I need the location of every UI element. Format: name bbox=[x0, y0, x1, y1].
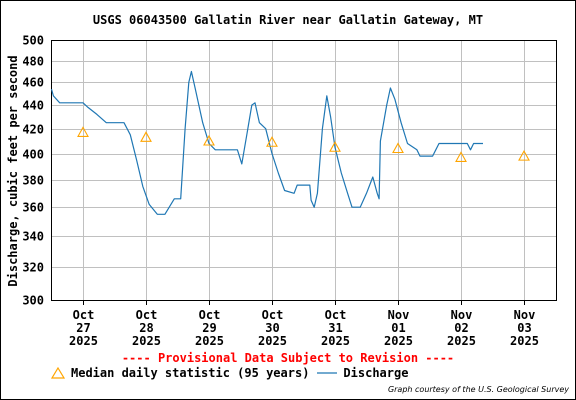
hydrograph-chart: 300320340360380400420440460480500Oct2720… bbox=[22, 34, 557, 346]
median-point bbox=[518, 149, 530, 161]
chart-title: USGS 06043500 Gallatin River near Gallat… bbox=[92, 13, 484, 27]
legend-item-discharge: Discharge bbox=[317, 366, 408, 380]
y-tick-label: 420 bbox=[22, 123, 44, 137]
y-tick-label: 300 bbox=[22, 294, 44, 308]
x-tick-label-date: 01 bbox=[391, 321, 405, 335]
x-tick-label-day: Nov bbox=[451, 308, 473, 322]
median-point bbox=[392, 142, 404, 154]
x-tick-label-year: 2025 bbox=[447, 334, 476, 346]
x-tick-label-day: Oct bbox=[325, 308, 347, 322]
legend-label-discharge: Discharge bbox=[343, 366, 409, 380]
x-tick-label-day: Nov bbox=[388, 308, 410, 322]
median-point bbox=[77, 126, 89, 137]
x-tick-label-day: Oct bbox=[73, 308, 95, 322]
axis-layer: 300320340360380400420440460480500Oct2720… bbox=[22, 34, 557, 346]
x-tick-label-date: 29 bbox=[202, 321, 216, 335]
y-tick-label: 480 bbox=[22, 55, 44, 69]
median-point bbox=[140, 131, 152, 142]
x-tick-label-year: 2025 bbox=[321, 334, 350, 346]
x-tick-label-year: 2025 bbox=[258, 334, 287, 346]
y-tick-label: 320 bbox=[22, 261, 44, 275]
x-tick-label-day: Oct bbox=[262, 308, 284, 322]
x-tick-label-year: 2025 bbox=[384, 334, 413, 346]
x-tick-label-date: 28 bbox=[139, 321, 153, 335]
y-tick-label: 360 bbox=[22, 201, 44, 215]
median-point bbox=[266, 136, 278, 147]
legend-label-median: Median daily statistic (95 years) bbox=[71, 366, 310, 380]
grid-layer bbox=[51, 40, 556, 301]
courtesy-note: Graph courtesy of the U.S. Geological Su… bbox=[387, 385, 569, 394]
line-icon bbox=[317, 372, 338, 374]
y-tick-label: 400 bbox=[22, 148, 44, 162]
y-tick-label: 380 bbox=[22, 174, 44, 188]
x-tick-label-date: 02 bbox=[454, 321, 468, 335]
x-tick-label-day: Nov bbox=[514, 308, 536, 322]
marker-layer bbox=[77, 126, 530, 162]
x-tick-label-date: 31 bbox=[328, 321, 342, 335]
provisional-notice: ---- Provisional Data Subject to Revisio… bbox=[121, 351, 455, 365]
discharge-line bbox=[50, 70, 483, 215]
x-tick-label-date: 03 bbox=[517, 321, 531, 335]
y-tick-label: 500 bbox=[22, 34, 44, 48]
x-tick-label-day: Oct bbox=[136, 308, 158, 322]
plot-border bbox=[51, 40, 557, 301]
x-tick-label-year: 2025 bbox=[510, 334, 539, 346]
x-tick-label-year: 2025 bbox=[195, 334, 224, 346]
median-point bbox=[455, 151, 467, 162]
median-point bbox=[329, 141, 341, 152]
legend: Median daily statistic (95 years) Discha… bbox=[51, 366, 416, 380]
y-tick-label: 440 bbox=[22, 99, 44, 113]
x-tick-label-date: 30 bbox=[265, 321, 279, 335]
y-tick-label: 340 bbox=[22, 230, 44, 244]
x-tick-label-year: 2025 bbox=[69, 334, 98, 346]
triangle-icon bbox=[51, 367, 65, 379]
x-tick-label-date: 27 bbox=[76, 321, 90, 335]
x-tick-label-day: Oct bbox=[199, 308, 221, 322]
x-tick-label-year: 2025 bbox=[132, 334, 161, 346]
median-point bbox=[203, 134, 215, 146]
legend-item-median: Median daily statistic (95 years) bbox=[51, 366, 309, 380]
series-layer bbox=[50, 70, 483, 215]
y-tick-label: 460 bbox=[22, 76, 44, 90]
